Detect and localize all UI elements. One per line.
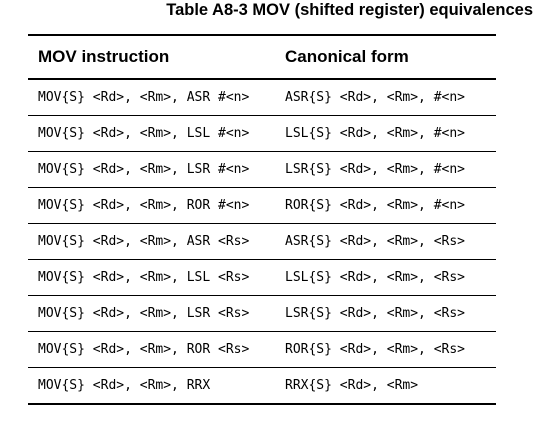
header-mov-instruction: MOV instruction	[38, 47, 170, 66]
header-canonical-form: Canonical form	[285, 47, 409, 66]
table-row: MOV{S} <Rd>, <Rm>, ASR <Rs> ASR{S} <Rd>,…	[28, 224, 496, 259]
row-divider	[28, 331, 496, 332]
cell-instruction: MOV{S} <Rd>, <Rm>, LSR <Rs>	[38, 306, 250, 321]
cell-canonical: LSR{S} <Rd>, <Rm>, <Rs>	[285, 306, 466, 321]
table-bottom-rule	[28, 403, 496, 405]
cell-instruction: MOV{S} <Rd>, <Rm>, ROR <Rs>	[38, 342, 250, 357]
cell-instruction: MOV{S} <Rd>, <Rm>, LSL #<n>	[38, 126, 250, 141]
table-row: MOV{S} <Rd>, <Rm>, LSL <Rs> LSL{S} <Rd>,…	[28, 260, 496, 295]
cell-canonical: ASR{S} <Rd>, <Rm>, <Rs>	[285, 234, 466, 249]
cell-canonical: ASR{S} <Rd>, <Rm>, #<n>	[285, 90, 466, 105]
table-header-row: MOV instruction Canonical form	[28, 36, 496, 78]
table-header-rule	[28, 78, 496, 80]
cell-canonical: LSL{S} <Rd>, <Rm>, <Rs>	[285, 270, 466, 285]
row-divider	[28, 223, 496, 224]
cell-canonical: RRX{S} <Rd>, <Rm>	[285, 378, 419, 393]
table-caption: Table A8-3 MOV (shifted register) equiva…	[166, 1, 533, 19]
table-row: MOV{S} <Rd>, <Rm>, LSL #<n> LSL{S} <Rd>,…	[28, 116, 496, 151]
table-row: MOV{S} <Rd>, <Rm>, RRX RRX{S} <Rd>, <Rm>	[28, 368, 496, 403]
cell-instruction: MOV{S} <Rd>, <Rm>, ASR <Rs>	[38, 234, 250, 249]
row-divider	[28, 295, 496, 296]
cell-instruction: MOV{S} <Rd>, <Rm>, LSR #<n>	[38, 162, 250, 177]
row-divider	[28, 187, 496, 188]
table-row: MOV{S} <Rd>, <Rm>, ROR <Rs> ROR{S} <Rd>,…	[28, 332, 496, 367]
cell-instruction: MOV{S} <Rd>, <Rm>, ASR #<n>	[38, 90, 250, 105]
mov-equivalence-table: MOV instruction Canonical form MOV{S} <R…	[28, 34, 496, 405]
table-row: MOV{S} <Rd>, <Rm>, LSR <Rs> LSR{S} <Rd>,…	[28, 296, 496, 331]
table-row: MOV{S} <Rd>, <Rm>, ASR #<n> ASR{S} <Rd>,…	[28, 80, 496, 115]
cell-instruction: MOV{S} <Rd>, <Rm>, RRX	[38, 378, 211, 393]
row-divider	[28, 115, 496, 116]
table-row: MOV{S} <Rd>, <Rm>, ROR #<n> ROR{S} <Rd>,…	[28, 188, 496, 223]
cell-canonical: ROR{S} <Rd>, <Rm>, #<n>	[285, 198, 466, 213]
cell-canonical: ROR{S} <Rd>, <Rm>, <Rs>	[285, 342, 466, 357]
cell-instruction: MOV{S} <Rd>, <Rm>, LSL <Rs>	[38, 270, 250, 285]
row-divider	[28, 259, 496, 260]
cell-canonical: LSR{S} <Rd>, <Rm>, #<n>	[285, 162, 466, 177]
table-top-rule	[28, 34, 496, 36]
row-divider	[28, 367, 496, 368]
row-divider	[28, 151, 496, 152]
cell-canonical: LSL{S} <Rd>, <Rm>, #<n>	[285, 126, 466, 141]
cell-instruction: MOV{S} <Rd>, <Rm>, ROR #<n>	[38, 198, 250, 213]
table-row: MOV{S} <Rd>, <Rm>, LSR #<n> LSR{S} <Rd>,…	[28, 152, 496, 187]
